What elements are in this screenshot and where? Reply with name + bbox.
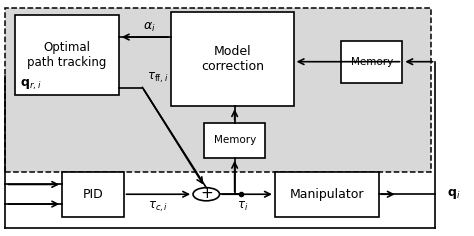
Bar xyxy=(204,123,265,158)
Text: $\mathbf{q}_{r,i}$: $\mathbf{q}_{r,i}$ xyxy=(19,78,41,92)
Bar xyxy=(171,13,294,106)
Bar xyxy=(62,172,124,217)
Text: $\tau_{\mathrm{ff},i}$: $\tau_{\mathrm{ff},i}$ xyxy=(147,71,169,85)
Text: $\tau_i$: $\tau_i$ xyxy=(237,199,249,213)
Text: Manipulator: Manipulator xyxy=(290,188,364,201)
Text: $\mathbf{q}_i$: $\mathbf{q}_i$ xyxy=(447,187,461,201)
Text: $\alpha_i$: $\alpha_i$ xyxy=(143,21,156,34)
Text: Optimal
path tracking: Optimal path tracking xyxy=(27,41,107,69)
Bar xyxy=(341,41,402,83)
Text: PID: PID xyxy=(82,188,103,201)
Text: Model
correction: Model correction xyxy=(201,45,264,73)
Bar xyxy=(5,8,431,172)
Bar xyxy=(275,172,379,217)
Text: $\tau_{c,i}$: $\tau_{c,i}$ xyxy=(148,200,168,214)
Text: Memory: Memory xyxy=(351,57,393,67)
Circle shape xyxy=(193,188,219,201)
Bar xyxy=(15,15,119,95)
Text: +: + xyxy=(200,186,213,201)
Text: Memory: Memory xyxy=(213,135,256,145)
